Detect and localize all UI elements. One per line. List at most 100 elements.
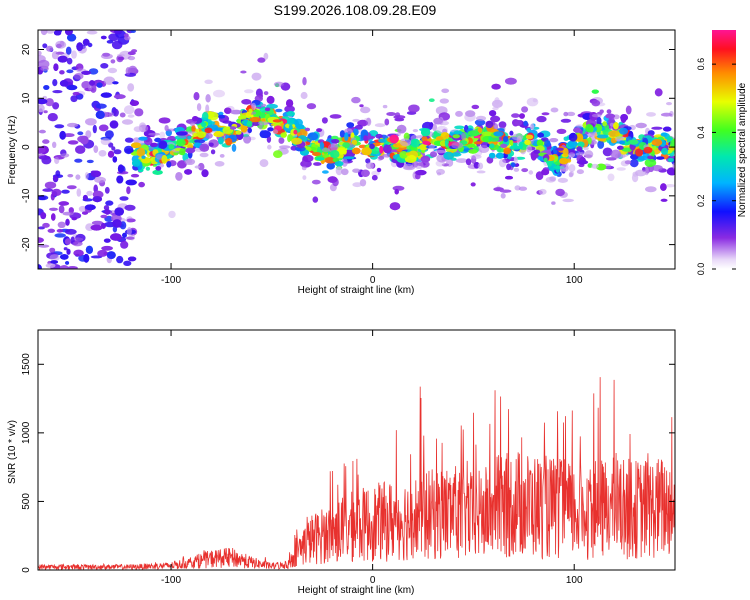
spectrogram-cell [503,136,509,143]
spectrogram-cell [341,168,349,176]
spectrogram-cell [38,226,45,230]
spectrogram-cell [152,169,163,175]
spectrogram-cell [146,149,151,158]
spectrogram-cell [389,134,399,144]
spectrogram-cell [596,116,602,126]
spectrogram-cell [477,162,484,170]
spectrogram-cell [263,52,269,60]
spectrogram-cell [229,126,237,130]
spectrogram-cell [651,139,663,146]
x-tick-label: 0 [370,275,376,286]
spectrogram-cell [499,189,512,193]
spectrogram-cell [591,99,601,107]
spectrogram-cell [66,185,77,190]
spectrogram-cell [51,51,59,60]
spectrogram-cell [107,150,115,158]
spectrogram-cell [111,40,123,50]
spectrogram-cell [332,157,339,163]
spectrogram-cell [614,136,625,142]
spectrogram-cell [521,168,529,173]
x-tick-label: -100 [161,575,181,586]
spectrogram-cell [511,133,524,141]
spectrogram-cell [94,176,106,183]
spectrogram-cell [526,145,532,153]
spectrogram-cell [335,166,343,176]
spectrogram-cell [112,156,118,163]
spectrogram-cell [52,90,63,94]
spectrogram-cell [302,175,307,181]
spectrogram-cell [619,140,626,145]
spectrogram-cell [158,140,168,149]
spectrogram-cell [403,163,414,170]
spectrogram-cell [555,147,564,151]
spectrogram-cell [252,121,260,126]
spectrogram-cell [42,139,50,144]
spectrogram-cell [410,138,420,148]
spectrogram-cell [40,30,48,36]
spectrogram-cell [421,128,431,137]
spectrogram-cell [70,95,78,103]
spectrogram-cell [316,128,322,133]
spectrogram-cell [399,151,408,159]
spectrogram-cell [95,103,107,109]
spectrogram-cell [103,76,116,85]
spectrogram-cell [576,169,585,175]
spectrogram-cell [175,131,188,136]
spectrogram-cell [100,35,107,40]
spectrogram-cell [114,207,124,216]
spectrogram-cell [38,146,46,154]
spectrogram-cell [49,207,58,211]
spectrogram-cell [351,147,361,155]
spectrogram-cell [339,130,346,138]
spectrogram-cell [331,139,340,144]
spectrogram-cell [559,157,569,165]
spectrogram-cell [489,110,497,117]
spectrogram-cell [530,123,535,130]
spectrogram-cell [75,174,81,180]
spectrogram-cell [104,208,110,215]
spectrogram-cell [490,115,501,123]
spectrogram-cell [117,56,125,61]
spectrogram-cell [128,65,137,73]
spectrogram-cell [38,155,51,160]
spectrogram-cell [313,162,322,166]
spectrogram-cell [164,125,169,132]
spectrogram-cell [177,160,187,169]
spectrogram-cell [383,144,392,154]
spectrogram-cell [389,202,401,211]
spectrogram-cell [311,179,321,185]
spectrogram-cell [187,135,192,140]
spectrogram-cell [82,38,90,46]
spectrogram-cell [369,143,375,149]
spectrogram-cell [428,144,435,149]
spectrogram-cell [352,182,363,188]
spectrogram-cell [208,142,214,147]
spectrogram-cell [502,153,509,159]
spectrogram-cell [505,77,517,85]
spectrogram-cell [93,145,99,154]
spectrogram-cell [422,140,431,145]
spectrogram-cell [154,137,162,143]
spectrogram-cell [238,115,247,120]
spectrogram-cell [577,141,585,148]
spectrogram-cell [38,237,44,243]
spectrogram-cell [300,91,308,100]
spectrogram-cell [651,165,663,172]
spectrogram-cell [257,57,266,63]
spectrogram-cell [357,119,368,127]
spectrogram-cell [236,119,243,124]
spectrogram-cell [230,109,243,115]
spectrogram-cell [399,138,412,147]
spectrogram-cell [503,147,512,155]
spectrogram-cell [288,133,293,141]
spectrogram-cell [326,162,335,170]
spectrogram-cell [591,163,599,169]
spectrogram-cell [127,256,137,262]
spectrogram-cell [127,114,135,118]
spectrogram-cell [286,110,296,117]
spectrogram-cell [136,147,146,157]
spectrogram-cell [208,121,216,125]
spectrogram-cell [493,123,499,131]
spectrogram-cell [123,105,135,115]
spectrogram-cell [40,66,49,72]
